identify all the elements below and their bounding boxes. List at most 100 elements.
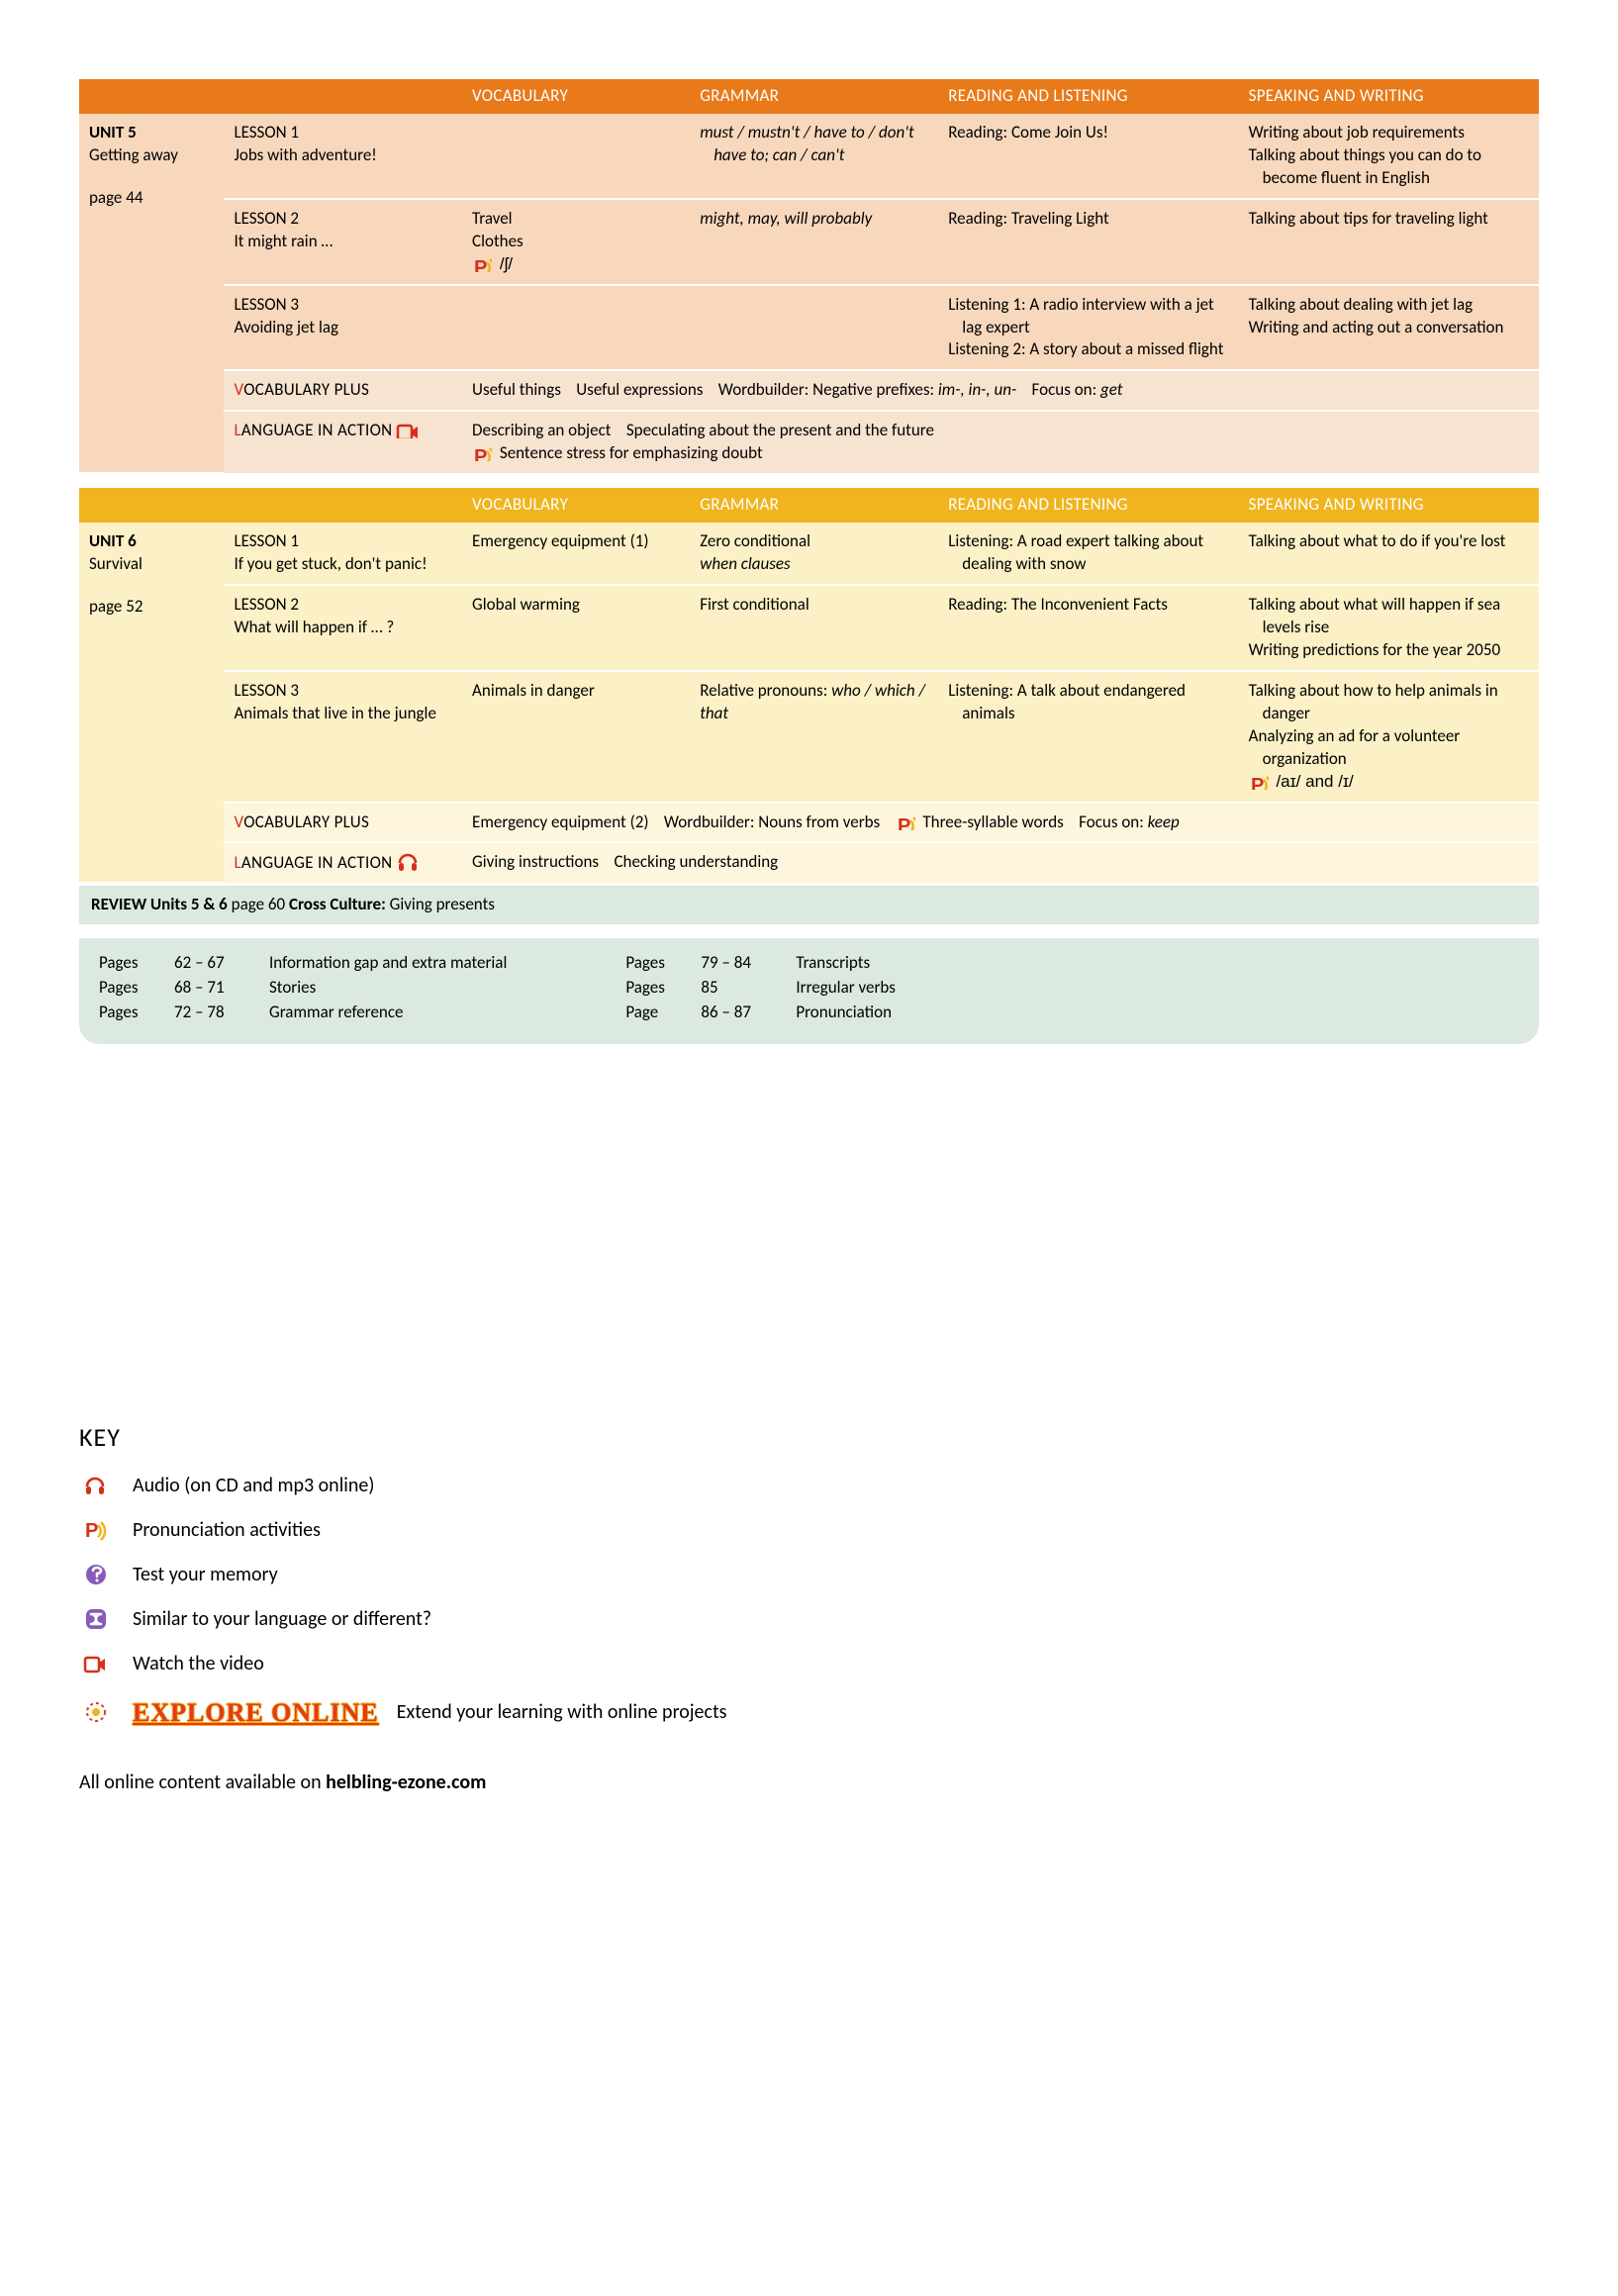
sw-text: Writing predictions for the year 2050 [1249, 639, 1529, 662]
lesson-name: If you get stuck, don't panic! [234, 553, 452, 576]
unit6-label: UNIT 6 [89, 530, 214, 553]
vocab-cell [462, 285, 690, 371]
key-text: Test your memory [133, 1562, 278, 1588]
col-sw: SPEAKING AND WRITING [1239, 488, 1539, 523]
similar-icon [79, 1607, 115, 1633]
key-text: Extend your learning with online project… [397, 1699, 727, 1726]
vocab-cell: Travel Clothes /ʃ/ [462, 199, 690, 285]
grammar-cell: Relative pronouns: who / which / that [690, 671, 938, 803]
review-mid: page 60 [228, 894, 289, 914]
audio-icon [79, 1475, 115, 1498]
rl-text: Listening: A road expert talking about d… [948, 530, 1228, 576]
unit6-lesson2-row: LESSON 2 What will happen if … ? Global … [79, 585, 1539, 671]
key-row-similar: Similar to your language or different? [79, 1606, 1539, 1633]
unit5-vplus-row: VOCABULARY PLUS Useful things Useful exp… [79, 370, 1539, 411]
key-text: Audio (on CD and mp3 online) [133, 1473, 374, 1499]
ap-range: 79 – 84 [701, 952, 790, 975]
lesson-num: LESSON 2 [234, 208, 452, 231]
lesson-num: LESSON 3 [234, 294, 452, 317]
lia-label: LANGUAGE IN ACTION [234, 852, 392, 873]
sw-cell: Writing about job requirements Talking a… [1239, 114, 1539, 199]
key-row-audio: Audio (on CD and mp3 online) [79, 1473, 1539, 1499]
blank-header [224, 79, 462, 114]
ap-desc: Irregular verbs [796, 977, 896, 1000]
sw-text: Writing about job requirements [1249, 122, 1529, 144]
vocab-text: Travel [472, 208, 680, 231]
sw-cell: Talking about what will happen if sea le… [1239, 585, 1539, 671]
vplus-content: Emergency equipment (2) Wordbuilder: Nou… [462, 803, 1539, 843]
rl-text: Reading: Traveling Light [948, 208, 1228, 231]
unit6-side: UNIT 6 Survival page 52 [79, 523, 224, 883]
unit5-side: UNIT 5 Getting away page 44 [79, 114, 224, 473]
footer-text: All online content available on [79, 1770, 326, 1794]
key-text: Pronunciation activities [133, 1517, 321, 1544]
pron-icon [79, 1519, 115, 1543]
sw-cell: Talking about how to help animals in dan… [1239, 671, 1539, 803]
vplus-d-it: keep [1144, 812, 1180, 832]
vocab-cell: Emergency equipment (1) [462, 523, 690, 585]
sw-text: Talking about tips for traveling light [1249, 208, 1529, 231]
pron-icon [472, 445, 492, 461]
unit6-page: page 52 [89, 596, 214, 619]
vplus-label-cell: VOCABULARY PLUS [224, 803, 462, 843]
review-title: REVIEW Units 5 & 6 [91, 894, 228, 914]
rl-text: Listening 1: A radio interview with a je… [948, 294, 1228, 339]
unit6-name: Survival [89, 553, 214, 576]
lesson-num: LESSON 2 [234, 594, 452, 617]
key-text: Similar to your language or different? [133, 1606, 431, 1633]
blank-header [79, 488, 224, 523]
vocab-cell: Animals in danger [462, 671, 690, 803]
lesson-name: What will happen if … ? [234, 617, 452, 639]
explore-icon [79, 1700, 115, 1726]
video-icon [396, 421, 418, 438]
lia-label-cell: LANGUAGE IN ACTION [224, 842, 462, 883]
grammar-cell: must / mustn't / have to / don't have to… [690, 114, 938, 199]
rl-text: Listening: A talk about endangered anima… [948, 680, 1228, 725]
vocab-ipa: /ʃ/ [472, 253, 680, 276]
pron-icon [896, 814, 915, 830]
grammar-text: Relative pronouns: [700, 680, 827, 701]
sw-text: Talking about dealing with jet lag [1249, 294, 1529, 317]
ap-range: 62 – 67 [174, 952, 263, 975]
ap-label: Pages [99, 977, 168, 1000]
video-icon [79, 1653, 115, 1676]
key-section: KEY Audio (on CD and mp3 online) Pronunc… [79, 1420, 1539, 1730]
lesson-name: Jobs with adventure! [234, 144, 452, 167]
grammar-cell: Zero conditional when clauses [690, 523, 938, 585]
ap-desc: Information gap and extra material [269, 952, 507, 975]
appendix-left: Pages 62 – 67 Information gap and extra ma… [99, 952, 507, 1024]
unit6-lia-row: LANGUAGE IN ACTION Giving instructions C… [79, 842, 1539, 883]
unit6-lesson3-row: LESSON 3 Animals that live in the jungle… [79, 671, 1539, 803]
lia-c: Sentence stress for emphasizing doubt [500, 442, 763, 463]
unit5-lesson3-row: LESSON 3 Avoiding jet lag Listening 1: A… [79, 285, 1539, 371]
col-rl: READING AND LISTENING [938, 488, 1238, 523]
vplus-label: VOCABULARY PLUS [234, 812, 369, 832]
vplus-c: Three-syllable words [922, 812, 1063, 832]
vplus-a: Emergency equipment (2) [472, 812, 648, 832]
rl-cell: Reading: The Inconvenient Facts [938, 585, 1238, 671]
vocab-text: Emergency equipment (1) [472, 530, 680, 553]
vocab-cell: Global warming [462, 585, 690, 671]
ap-desc: Pronunciation [796, 1002, 896, 1024]
lesson-title: LESSON 2 It might rain … [224, 199, 462, 285]
footer-link: helbling-ezone.com [326, 1770, 486, 1794]
lesson-num: LESSON 1 [234, 122, 452, 144]
review-tail: Giving presents [386, 894, 495, 914]
unit5-page: page 44 [89, 187, 214, 210]
ap-range: 68 – 71 [174, 977, 263, 1000]
ap-range: 86 – 87 [701, 1002, 790, 1024]
grammar-cell: might, may, will probably [690, 199, 938, 285]
unit5-lia-row: LANGUAGE IN ACTION Describing an object … [79, 411, 1539, 473]
unit5-lesson2-row: LESSON 2 It might rain … Travel Clothes … [79, 199, 1539, 285]
lia-a: Describing an object [472, 420, 611, 440]
col-grammar: GRAMMAR [690, 488, 938, 523]
unit5-lesson1-row: UNIT 5 Getting away page 44 LESSON 1 Job… [79, 114, 1539, 199]
lesson-num: LESSON 3 [234, 680, 452, 703]
lesson-title: LESSON 2 What will happen if … ? [224, 585, 462, 671]
ap-desc: Stories [269, 977, 507, 1000]
vocab-cell [462, 114, 690, 199]
col-vocab: VOCABULARY [462, 79, 690, 114]
sw-cell: Talking about what to do if you're lost [1239, 523, 1539, 585]
sw-ipa: /aɪ/ and /ɪ/ [1249, 771, 1529, 794]
explore-label: EXPLORE ONLINE [133, 1695, 379, 1730]
